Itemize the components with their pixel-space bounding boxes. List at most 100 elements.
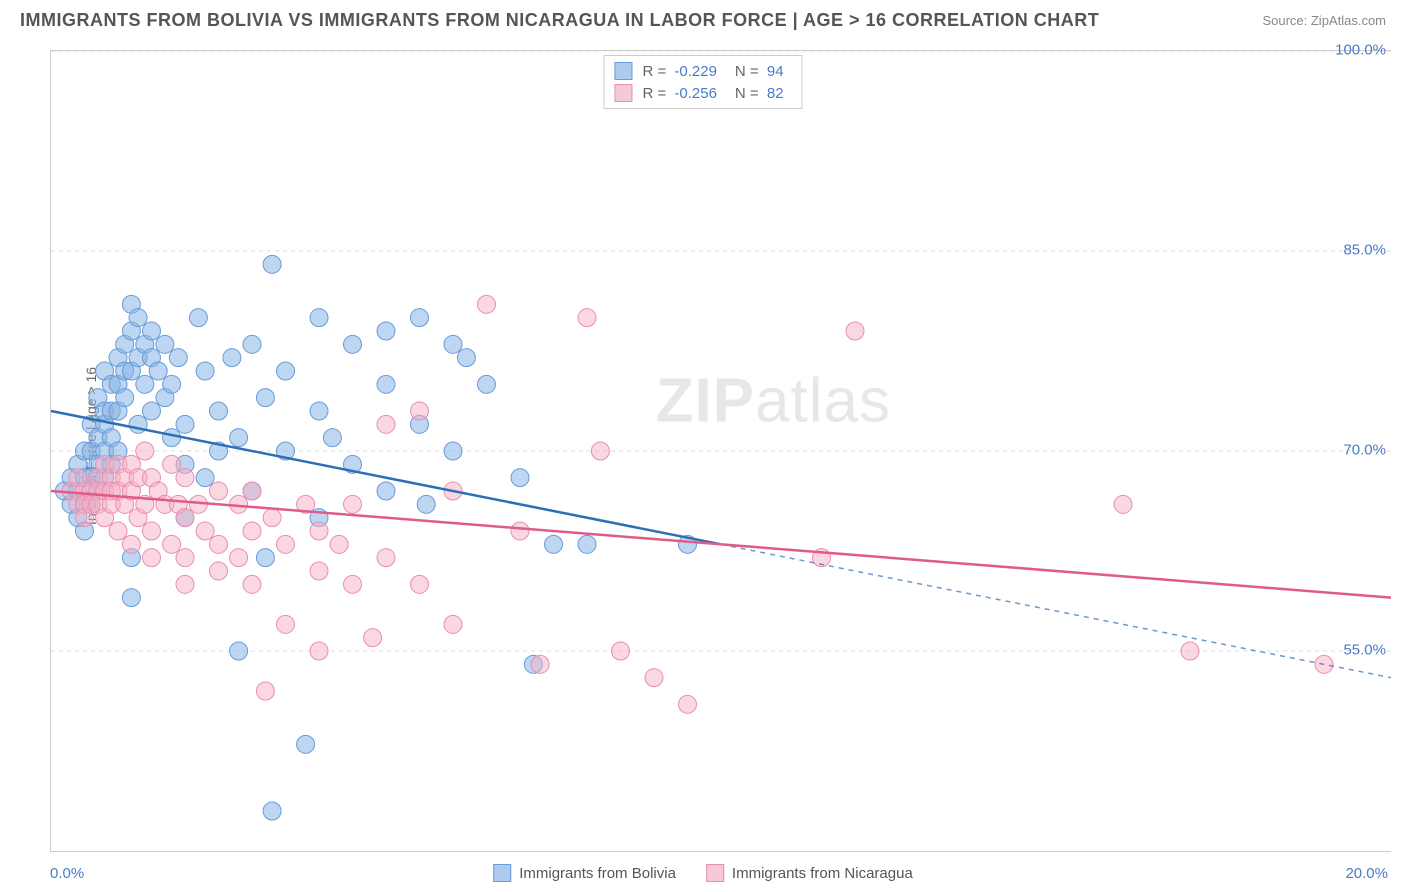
data-point <box>136 442 154 460</box>
data-point <box>116 389 134 407</box>
data-point <box>143 522 161 540</box>
data-point <box>196 469 214 487</box>
data-point <box>578 309 596 327</box>
data-point <box>411 575 429 593</box>
correlation-row-2: R = -0.256 N = 82 <box>614 82 791 104</box>
data-point <box>612 642 630 660</box>
data-point <box>478 295 496 313</box>
series-legend: Immigrants from Bolivia Immigrants from … <box>493 864 913 882</box>
y-tick-label: 70.0% <box>1343 442 1386 459</box>
data-point <box>444 615 462 633</box>
data-point <box>679 695 697 713</box>
data-point <box>310 402 328 420</box>
data-point <box>411 309 429 327</box>
data-point <box>344 495 362 513</box>
data-point <box>189 309 207 327</box>
data-point <box>377 322 395 340</box>
data-point <box>511 522 529 540</box>
swatch-nicaragua <box>614 84 632 102</box>
data-point <box>277 615 295 633</box>
y-tick-label: 85.0% <box>1343 242 1386 259</box>
data-point <box>149 362 167 380</box>
data-point <box>478 375 496 393</box>
data-point <box>163 535 181 553</box>
data-point <box>1181 642 1199 660</box>
data-point <box>196 362 214 380</box>
data-point <box>344 575 362 593</box>
data-point <box>1114 495 1132 513</box>
data-point <box>122 589 140 607</box>
data-point <box>263 255 281 273</box>
data-point <box>277 535 295 553</box>
correlation-row-1: R = -0.229 N = 94 <box>614 60 791 82</box>
data-point <box>143 322 161 340</box>
data-point <box>310 522 328 540</box>
y-tick-label: 55.0% <box>1343 642 1386 659</box>
data-point <box>196 522 214 540</box>
legend-label: Immigrants from Bolivia <box>519 865 676 882</box>
data-point <box>122 535 140 553</box>
data-point <box>263 509 281 527</box>
source-attribution: Source: ZipAtlas.com <box>1262 13 1386 28</box>
data-point <box>645 669 663 687</box>
data-point <box>545 535 563 553</box>
chart-title: IMMIGRANTS FROM BOLIVIA VS IMMIGRANTS FR… <box>20 10 1099 31</box>
data-point <box>344 335 362 353</box>
header: IMMIGRANTS FROM BOLIVIA VS IMMIGRANTS FR… <box>0 0 1406 36</box>
data-point <box>323 429 341 447</box>
data-point <box>591 442 609 460</box>
data-point <box>377 549 395 567</box>
data-point <box>163 429 181 447</box>
data-point <box>143 549 161 567</box>
data-point <box>330 535 348 553</box>
legend-label: Immigrants from Nicaragua <box>732 865 913 882</box>
regression-line-extension <box>721 544 1391 677</box>
data-point <box>230 549 248 567</box>
data-point <box>411 402 429 420</box>
data-point <box>163 455 181 473</box>
data-point <box>377 482 395 500</box>
data-point <box>297 735 315 753</box>
data-point <box>256 682 274 700</box>
data-point <box>256 549 274 567</box>
swatch-nicaragua <box>706 864 724 882</box>
data-point <box>243 482 261 500</box>
data-point <box>143 402 161 420</box>
data-point <box>310 309 328 327</box>
data-point <box>210 482 228 500</box>
data-point <box>176 415 194 433</box>
data-point <box>444 442 462 460</box>
data-point <box>230 429 248 447</box>
x-tick-label: 20.0% <box>1345 865 1388 882</box>
r-label: R = -0.229 <box>642 63 724 80</box>
data-point <box>243 335 261 353</box>
n-label: N = 94 <box>735 63 792 80</box>
legend-item-bolivia: Immigrants from Bolivia <box>493 864 676 882</box>
data-point <box>444 335 462 353</box>
data-point <box>210 402 228 420</box>
data-point <box>176 509 194 527</box>
data-point <box>377 415 395 433</box>
data-point <box>176 575 194 593</box>
data-point <box>256 389 274 407</box>
data-point <box>243 522 261 540</box>
data-point <box>310 562 328 580</box>
data-point <box>210 535 228 553</box>
x-tick-label: 0.0% <box>50 865 84 882</box>
data-point <box>109 522 127 540</box>
data-point <box>163 375 181 393</box>
n-label: N = 82 <box>735 85 792 102</box>
data-point <box>169 349 187 367</box>
data-point <box>310 642 328 660</box>
chart-container <box>50 50 1391 852</box>
y-tick-label: 100.0% <box>1335 42 1386 59</box>
data-point <box>417 495 435 513</box>
data-point <box>156 335 174 353</box>
data-point <box>230 642 248 660</box>
legend-item-nicaragua: Immigrants from Nicaragua <box>706 864 913 882</box>
data-point <box>176 469 194 487</box>
data-point <box>511 469 529 487</box>
data-point <box>210 562 228 580</box>
r-label: R = -0.256 <box>642 85 724 102</box>
scatter-plot <box>51 51 1391 851</box>
